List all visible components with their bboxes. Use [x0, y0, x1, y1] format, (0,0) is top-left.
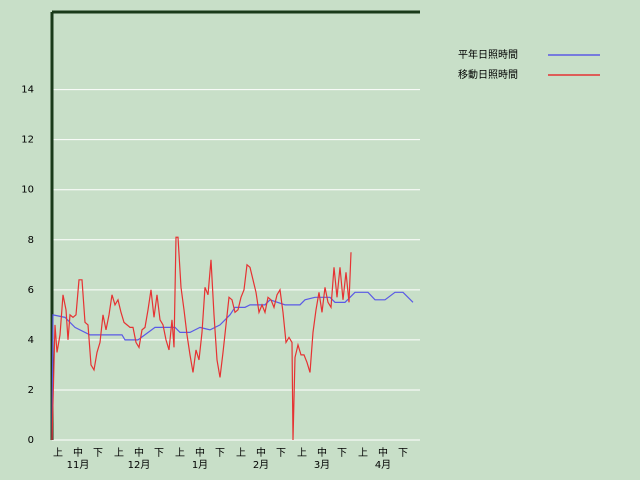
y-tick-label: 14	[21, 85, 34, 96]
legend-label: 平年日照時間	[458, 48, 518, 61]
legend-label: 移動日照時間	[458, 68, 518, 81]
y-tick-label: 4	[28, 335, 34, 346]
series-line	[51, 291, 414, 441]
y-tick-label: 6	[28, 285, 34, 296]
month-label: 12月	[128, 459, 151, 471]
month-label: 4月	[375, 459, 391, 471]
x-tick-label: 上	[53, 447, 63, 459]
y-tick-label: 10	[21, 185, 34, 196]
x-tick-label: 下	[337, 448, 347, 459]
month-label: 2月	[253, 459, 269, 471]
x-tick-label: 下	[398, 448, 408, 459]
x-tick-label: 中	[73, 446, 83, 459]
y-tick-label: 12	[21, 135, 34, 146]
x-tick-label: 中	[378, 446, 388, 459]
x-tick-label: 上	[297, 447, 307, 459]
y-tick-label: 0	[28, 435, 34, 446]
x-tick-label: 上	[114, 447, 124, 459]
x-tick-label: 中	[256, 446, 266, 459]
y-tick-label: 2	[28, 385, 34, 396]
x-tick-label: 下	[215, 448, 225, 459]
month-label: 1月	[192, 459, 208, 471]
x-tick-label: 上	[236, 447, 246, 459]
y-tick-label: 8	[28, 235, 34, 246]
x-tick-label: 中	[317, 446, 327, 459]
x-tick-label: 下	[93, 448, 103, 459]
x-tick-label: 中	[195, 446, 205, 459]
x-tick-label: 上	[358, 447, 368, 459]
x-tick-label: 下	[154, 448, 164, 459]
x-tick-label: 下	[276, 448, 286, 459]
month-label: 11月	[67, 459, 90, 471]
x-tick-label: 中	[134, 446, 144, 459]
x-tick-label: 上	[175, 447, 185, 459]
month-label: 3月	[314, 459, 330, 471]
series-line	[51, 236, 352, 441]
